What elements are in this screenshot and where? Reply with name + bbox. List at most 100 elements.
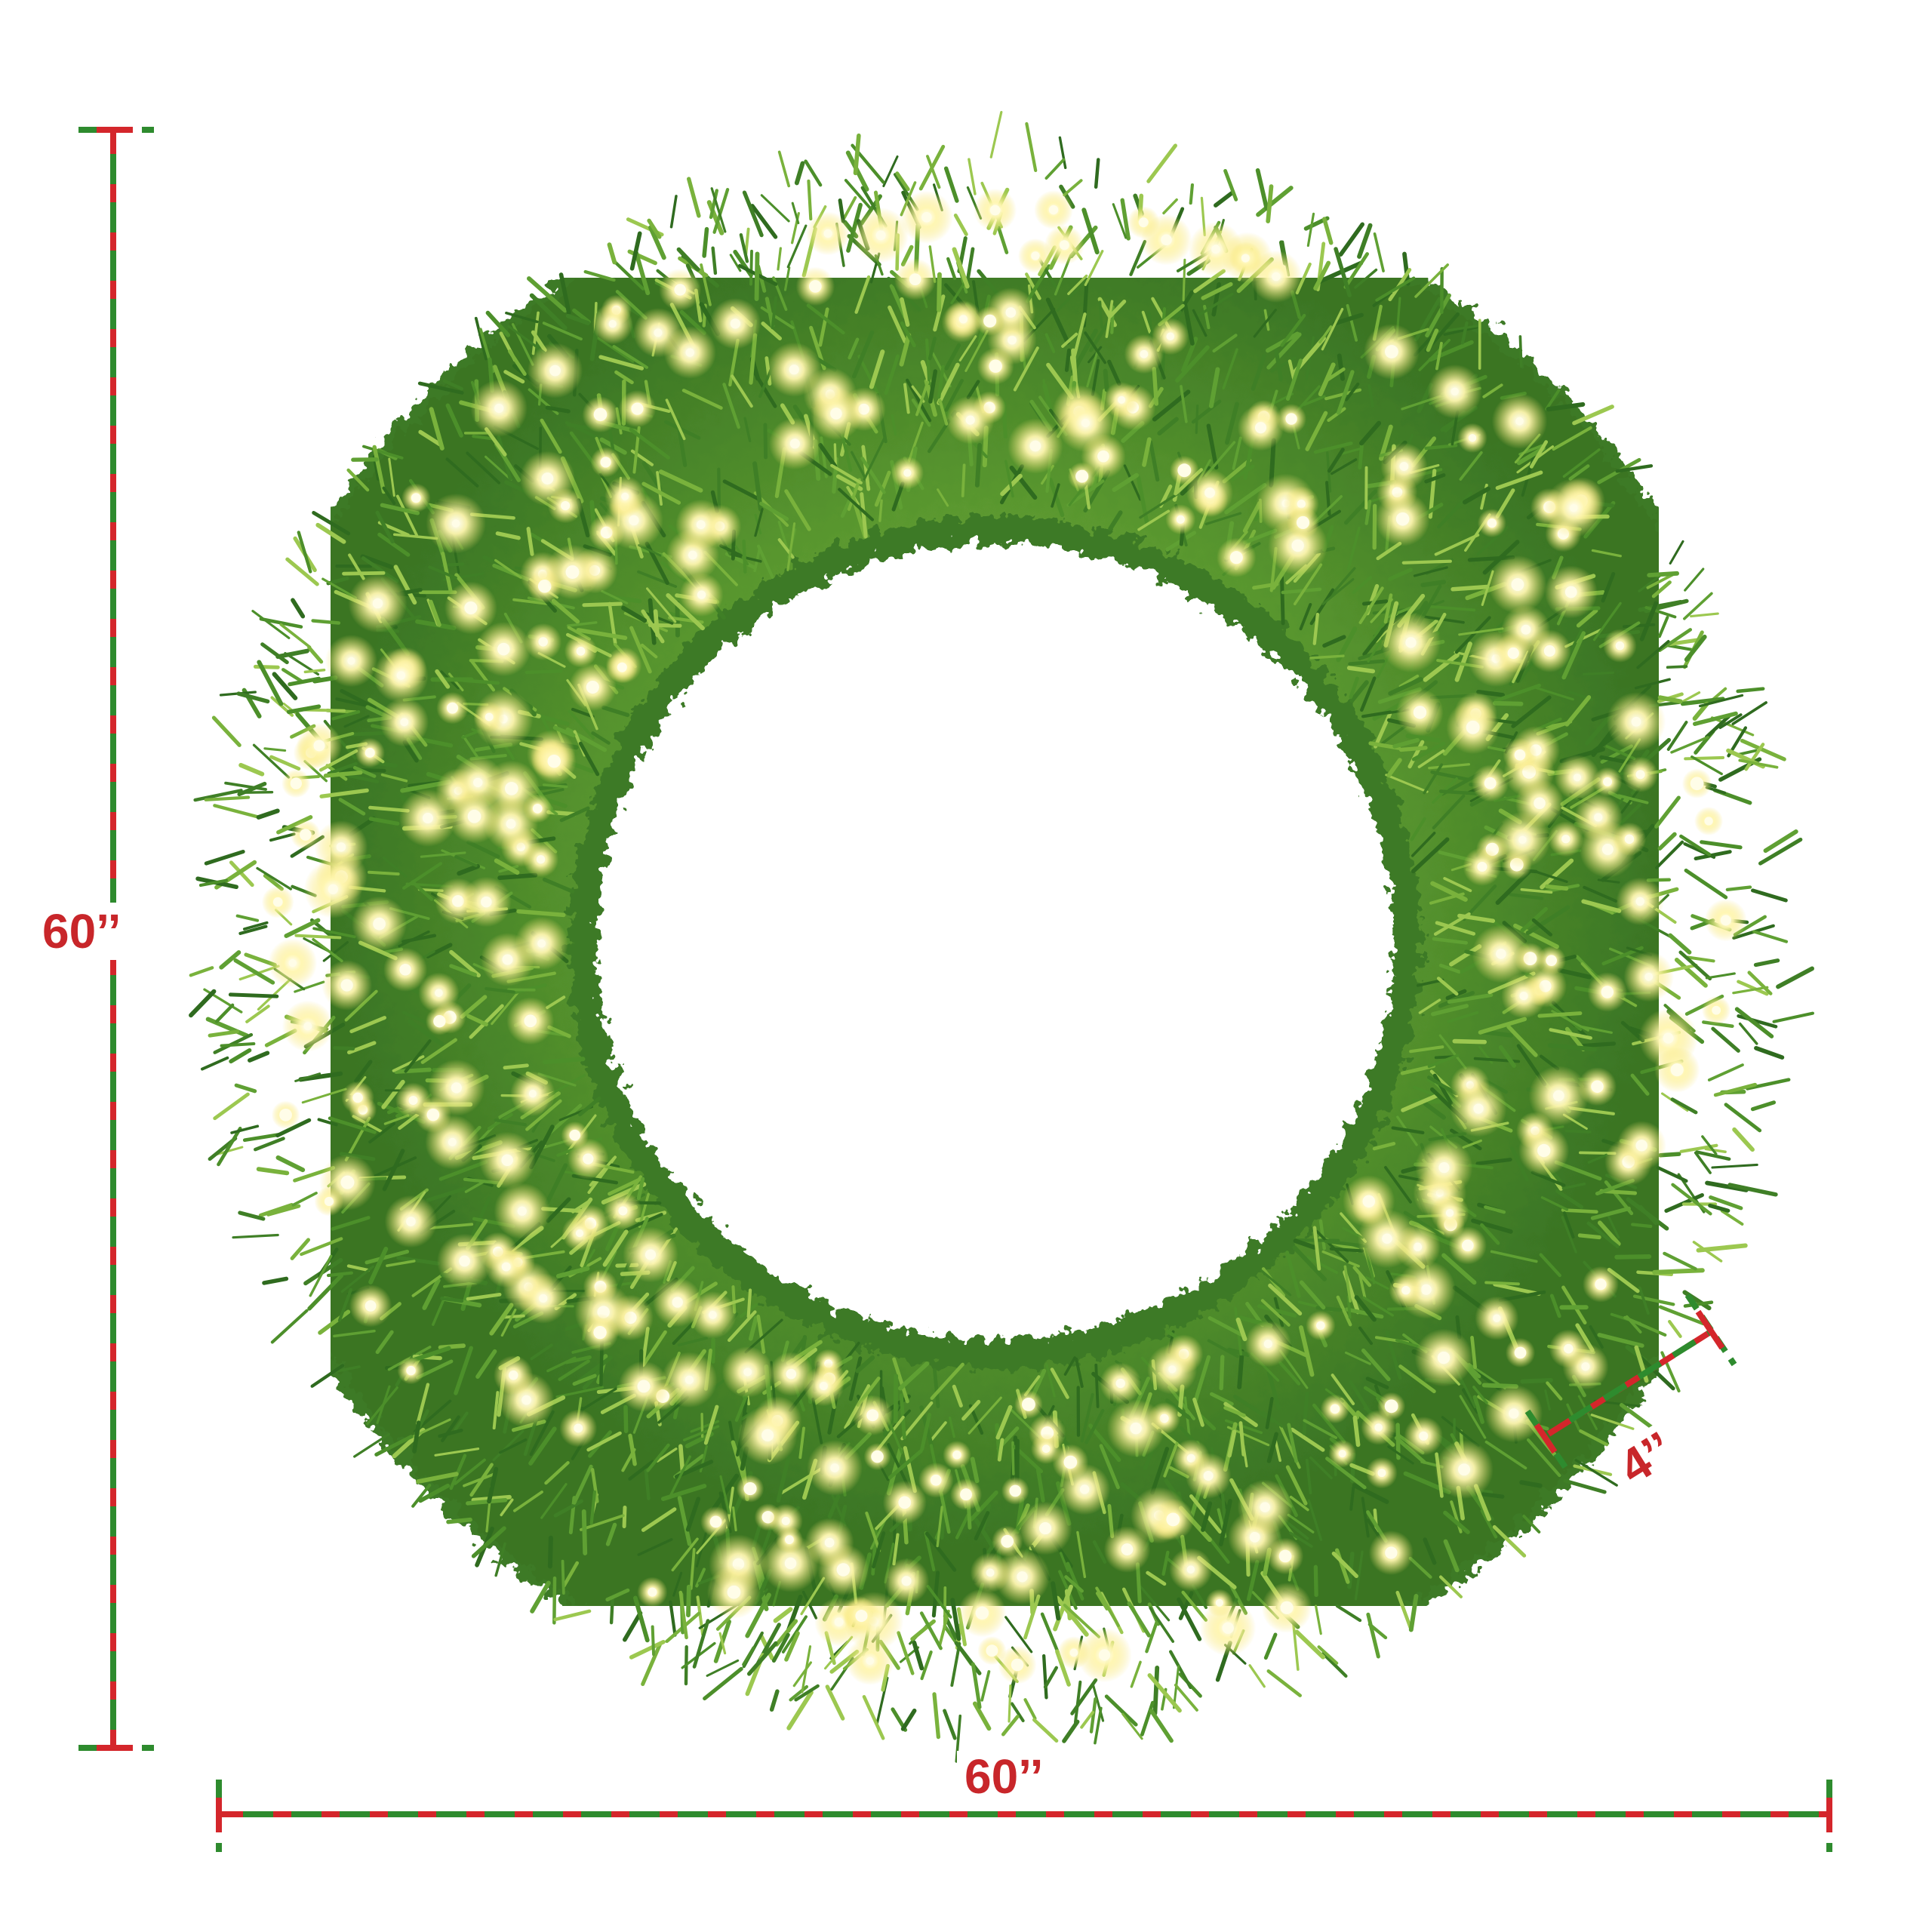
pine-needle: [252, 743, 291, 779]
pine-needle: [1472, 1395, 1484, 1424]
pine-needle: [641, 609, 665, 644]
pine-needle: [1266, 184, 1274, 223]
pine-needle: [1334, 247, 1352, 297]
pine-needle: [781, 1615, 808, 1654]
led-light-core: [921, 212, 932, 223]
pine-needle: [1352, 1415, 1361, 1447]
pine-needle: [1092, 1540, 1107, 1564]
pine-needle: [1268, 1283, 1303, 1316]
pine-needle: [1663, 1251, 1697, 1271]
pine-needle: [1305, 411, 1328, 451]
pine-needle: [1657, 695, 1683, 704]
pine-needle: [1701, 1135, 1718, 1155]
pine-needle: [1174, 1683, 1198, 1712]
pine-needle: [1343, 489, 1377, 525]
led-light-core: [1241, 254, 1250, 263]
pine-needle: [1409, 1045, 1444, 1054]
pine-needle: [368, 817, 400, 826]
led-light-core: [528, 1090, 537, 1098]
pine-needle: [1070, 1678, 1098, 1715]
pine-needle: [434, 1447, 480, 1457]
led-light-core: [324, 1196, 334, 1207]
pine-needle: [300, 1237, 343, 1257]
pine-needle: [572, 1374, 597, 1386]
led-light-core: [1445, 1209, 1454, 1217]
pine-needle: [899, 333, 912, 367]
led-light-core: [1515, 417, 1524, 426]
pine-needle: [746, 1288, 752, 1318]
pine-needle: [1428, 763, 1470, 770]
pine-needle: [1141, 310, 1152, 334]
led-light-core: [866, 1409, 879, 1422]
pine-needle: [1306, 212, 1315, 248]
pine-needle: [800, 1577, 826, 1616]
pine-needle: [1223, 168, 1238, 202]
led-light-core: [576, 646, 586, 656]
pine-needle: [1429, 892, 1465, 905]
pine-needle: [1417, 749, 1445, 768]
pine-needle: [1379, 424, 1393, 461]
pine-needle: [857, 355, 881, 398]
pine-needle: [1670, 1097, 1698, 1115]
pine-needle: [487, 1466, 499, 1504]
pine-needle: [1431, 1004, 1469, 1017]
pine-needle: [1683, 592, 1713, 620]
pine-needle: [1423, 1101, 1446, 1120]
pine-needle: [1586, 1221, 1620, 1248]
pine-needle: [1738, 758, 1779, 769]
pine-needle: [1432, 794, 1466, 829]
led-light-core: [1437, 1351, 1451, 1364]
pine-needle: [1443, 325, 1478, 336]
led-light-core: [451, 1082, 462, 1094]
led-light-core: [433, 1015, 446, 1028]
pine-needle: [1201, 1501, 1213, 1532]
pine-needle: [1632, 1294, 1675, 1306]
pine-needle: [783, 266, 791, 291]
pine-needle: [1753, 958, 1780, 968]
pine-needle: [1315, 260, 1364, 285]
pine-needle: [1758, 837, 1803, 866]
pine-needle: [1460, 321, 1469, 345]
pine-needle: [205, 1017, 249, 1038]
pine-needle: [1495, 470, 1543, 491]
pine-needle: [718, 1632, 727, 1655]
pine-needle: [1059, 1552, 1069, 1572]
pine-needle: [1424, 473, 1446, 484]
pine-needle: [689, 1548, 696, 1590]
pine-needle: [938, 398, 949, 426]
pine-needle: [1583, 885, 1618, 903]
width-dimension-label: 60’’: [957, 1751, 1051, 1802]
led-light-core: [575, 1229, 584, 1238]
pine-needle: [1704, 1147, 1727, 1154]
led-light-core: [1186, 1565, 1195, 1574]
pine-needle: [1321, 1651, 1348, 1678]
pine-needle: [1520, 1377, 1553, 1384]
pine-needle: [1137, 509, 1171, 531]
led-light-core: [688, 550, 697, 560]
pine-needle: [275, 648, 309, 660]
pine-needle: [281, 668, 304, 684]
pine-needle: [1562, 448, 1601, 478]
pine-needle: [732, 1506, 737, 1532]
pine-needle: [895, 171, 910, 192]
pine-needle: [1693, 711, 1738, 726]
pine-needle: [331, 1216, 371, 1231]
pine-needle: [262, 1276, 289, 1285]
led-light-core: [1603, 777, 1613, 786]
led-light-core: [645, 1249, 657, 1260]
pine-needle: [1387, 568, 1413, 581]
pine-needle: [605, 1522, 617, 1546]
pine-needle: [1071, 348, 1078, 389]
pine-needle: [503, 370, 525, 384]
pine-needle: [656, 1447, 678, 1463]
pine-needle: [1540, 1196, 1569, 1211]
led-light-core: [1420, 1284, 1432, 1295]
pine-needle: [331, 710, 361, 721]
pine-needle: [854, 275, 871, 314]
pine-needle: [1293, 1238, 1317, 1250]
pine-needle: [970, 1457, 980, 1484]
pine-needle: [505, 311, 539, 324]
pine-needle: [279, 623, 312, 649]
pine-needle: [1072, 312, 1087, 358]
led-light-core: [834, 1617, 844, 1627]
